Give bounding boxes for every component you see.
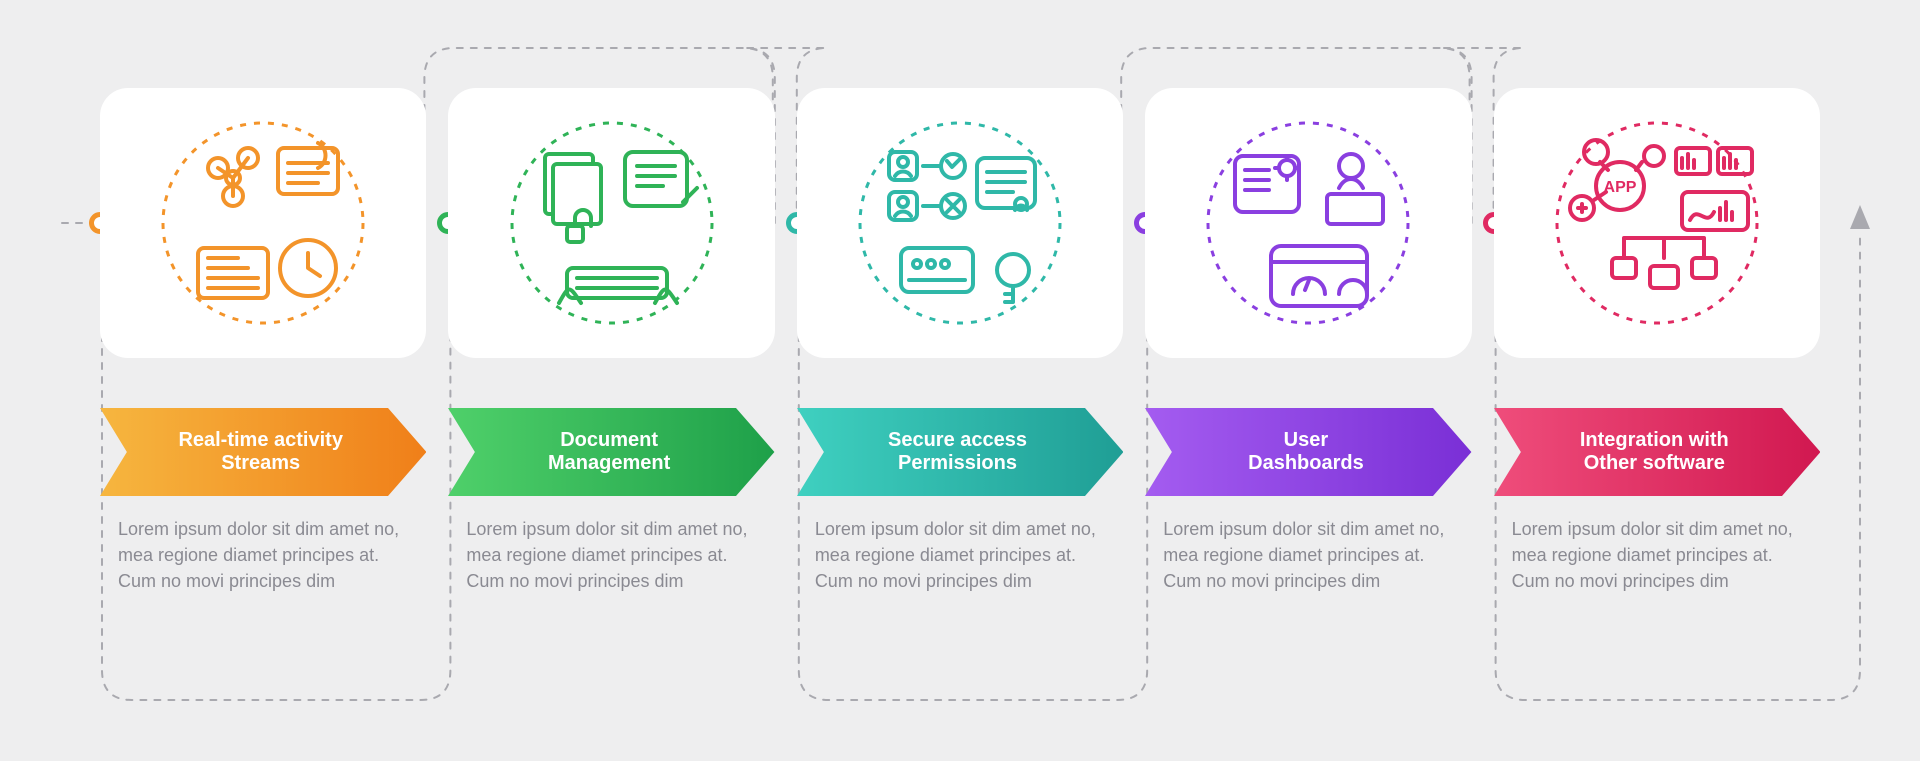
card-realtime [100,88,426,358]
descriptions-row: Lorem ipsum dolor sit dim amet no, mea r… [100,516,1820,594]
desc-integration: Lorem ipsum dolor sit dim amet no, mea r… [1494,516,1820,594]
card-dashboards [1145,88,1471,358]
svg-text:APP: APP [1603,179,1636,196]
desc-realtime: Lorem ipsum dolor sit dim amet no, mea r… [100,516,426,594]
dashboards-icon [1193,108,1423,338]
integration-icon: APP [1542,108,1772,338]
secure-icon [845,108,1075,338]
arrow-label: Real-time activityStreams [153,429,373,475]
arrow-dashboards: UserDashboards [1145,408,1471,496]
icon-cards-row: APP [100,88,1820,358]
arrow-secure: Secure accessPermissions [797,408,1123,496]
realtime-icon [148,108,378,338]
desc-document: Lorem ipsum dolor sit dim amet no, mea r… [448,516,774,594]
desc-secure: Lorem ipsum dolor sit dim amet no, mea r… [797,516,1123,594]
infographic-stage: APP Real-time activityStreams [0,0,1920,761]
card-document [448,88,774,358]
arrow-integration: Integration withOther software [1494,408,1820,496]
document-icon [497,108,727,338]
arrow-label: Integration withOther software [1555,429,1759,475]
arrow-label: DocumentManagement [523,429,700,475]
card-integration: APP [1494,88,1820,358]
arrow-label: Secure accessPermissions [863,429,1057,475]
arrow-realtime: Real-time activityStreams [100,408,426,496]
desc-dashboards: Lorem ipsum dolor sit dim amet no, mea r… [1145,516,1471,594]
card-secure [797,88,1123,358]
arrow-labels-row: Real-time activityStreams DocumentManage… [100,408,1820,496]
arrow-document: DocumentManagement [448,408,774,496]
arrow-label: UserDashboards [1223,429,1394,475]
